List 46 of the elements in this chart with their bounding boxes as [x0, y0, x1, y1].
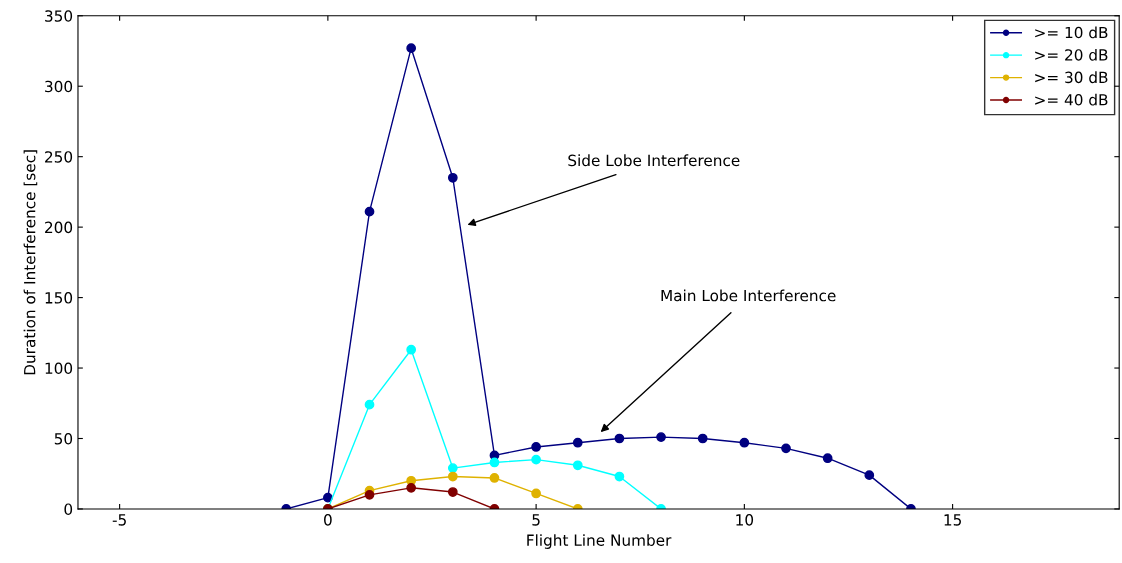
y-tick-label: 50 — [54, 432, 73, 445]
annotation: Side Lobe Interference — [568, 154, 740, 167]
point — [572, 437, 583, 448]
point — [656, 432, 666, 442]
y-tick-label: 200 — [45, 221, 73, 234]
y-axis-title: Duration of Interference [sec] — [23, 150, 38, 375]
x-tick-label: 5 — [532, 514, 540, 526]
point — [614, 433, 625, 444]
point — [447, 471, 458, 482]
y-tick-label: 350 — [45, 10, 73, 22]
y-tick-label: 250 — [45, 151, 73, 163]
x-tick-label: 0 — [324, 514, 332, 526]
point — [406, 43, 417, 54]
point — [406, 344, 417, 355]
x-tick-label: 10 — [736, 514, 754, 526]
point — [531, 442, 541, 452]
point — [614, 471, 625, 482]
x-axis-title: Flight Line Number — [527, 534, 672, 549]
point — [531, 454, 541, 465]
legend-label: >= 40 dB — [1035, 93, 1108, 106]
point — [447, 172, 458, 183]
y-tick-label: 150 — [45, 292, 73, 304]
point — [531, 488, 541, 499]
legend-label: >= 20 dB — [1035, 48, 1108, 61]
point — [406, 482, 417, 493]
y-tick-label: 0 — [64, 503, 73, 515]
point — [572, 460, 583, 471]
point — [697, 433, 708, 444]
point — [489, 457, 500, 468]
x-tick-label: 15 — [944, 514, 961, 526]
y-tick-label: 100 — [45, 362, 73, 375]
point — [364, 489, 375, 500]
point — [739, 437, 750, 448]
point — [489, 473, 500, 483]
y-tick-label: 300 — [45, 80, 73, 93]
point — [864, 470, 875, 480]
point — [364, 399, 375, 410]
legend-label: >= 10 dB — [1035, 26, 1108, 39]
point — [822, 453, 833, 464]
point — [447, 487, 458, 497]
legend-label: >= 30 dB — [1035, 71, 1108, 84]
point — [364, 206, 375, 217]
annotation: Main Lobe Interference — [661, 289, 836, 302]
x-tick-label: -5 — [112, 514, 126, 526]
point — [447, 463, 458, 473]
point — [781, 443, 791, 454]
